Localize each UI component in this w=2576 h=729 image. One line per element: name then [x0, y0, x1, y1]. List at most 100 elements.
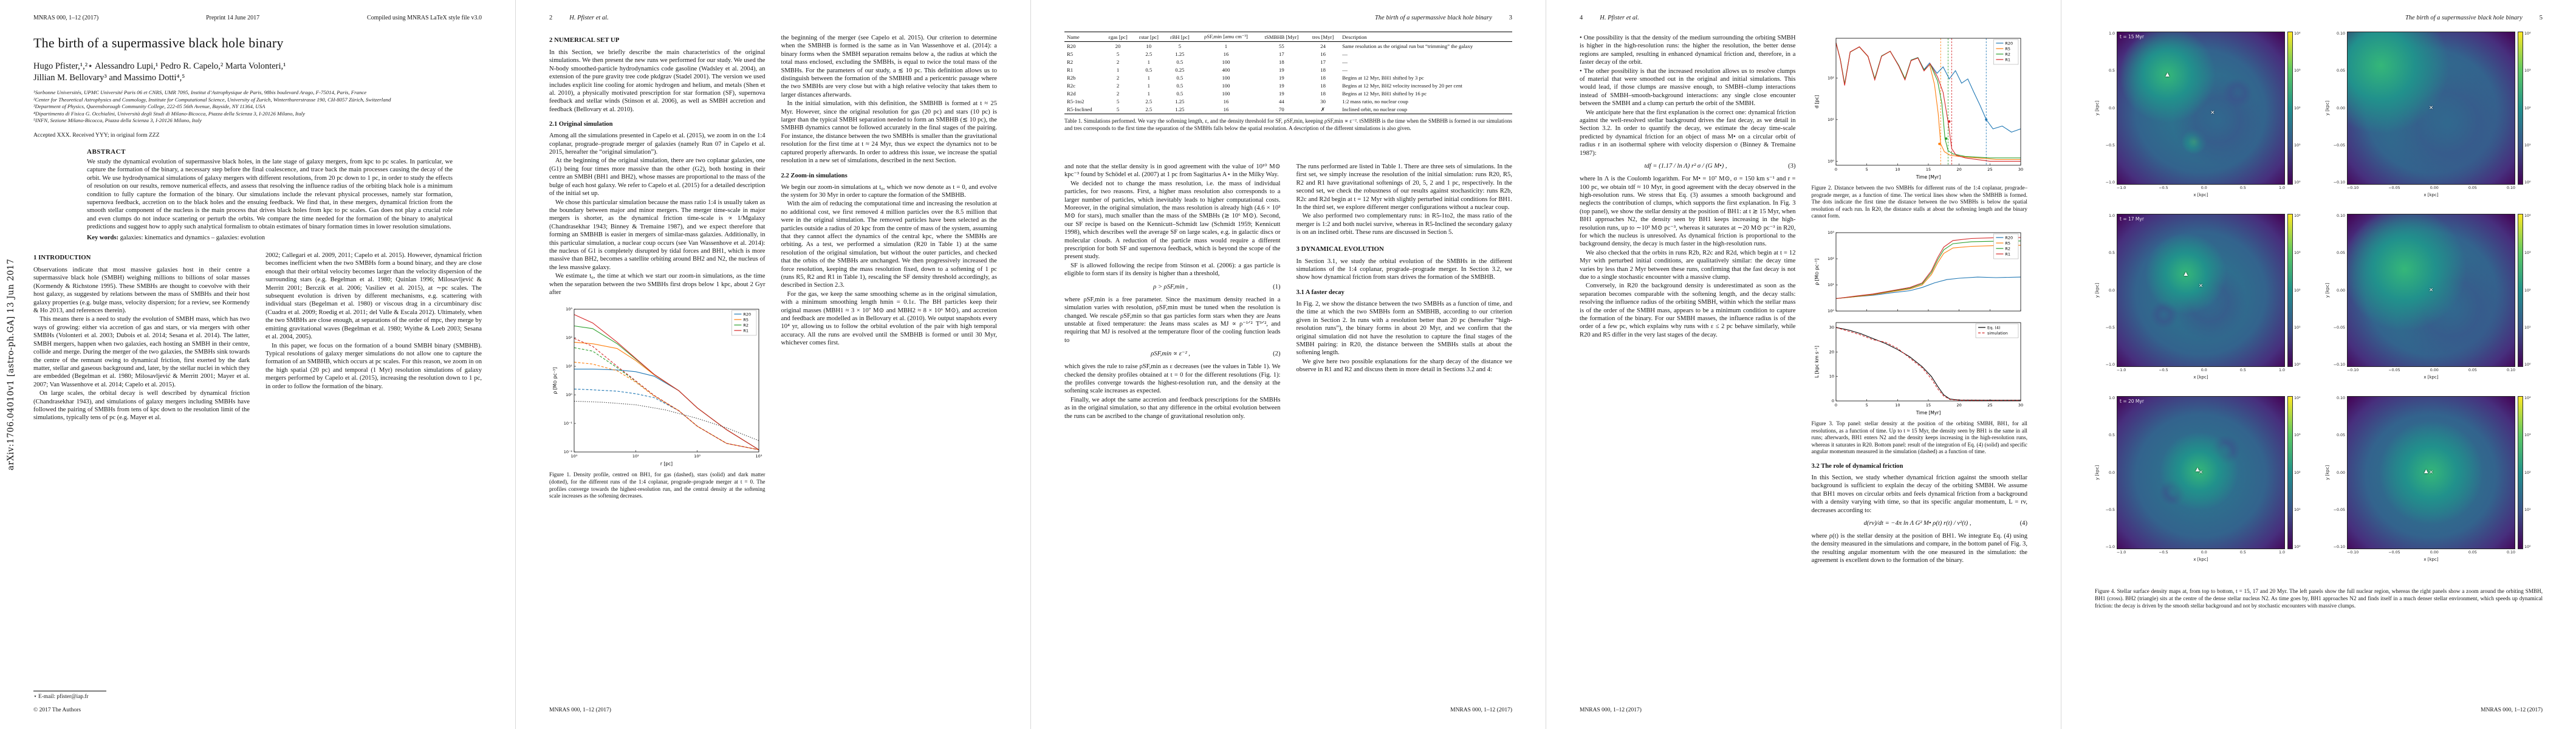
table-cell: 0.5 [1145, 66, 1153, 73]
table-1: Name εgas [pc] εstar [pc] εBH [pc] ρSF,min [… [1064, 32, 1512, 132]
paragraph: Observations indicate that most massive … [33, 267, 250, 315]
paragraph: We begin our zoom-in simulations at t₀, … [781, 183, 998, 199]
svg-text:10⁰: 10⁰ [566, 392, 572, 397]
series-R20 stars [574, 369, 759, 451]
table-header-cell: Name [1064, 32, 1103, 42]
table-cell: R20 [1067, 43, 1076, 49]
series-R2 stars [574, 326, 759, 451]
colorbar: 10⁴ 10³ 10² 10¹ 10⁰ [2515, 32, 2543, 185]
page-3: The birth of a supermassive black hole b… [1030, 0, 1546, 729]
svg-text:R20: R20 [2006, 235, 2013, 240]
svg-text:r [pc]: r [pc] [660, 461, 673, 467]
equation-number: (4) [2019, 519, 2027, 527]
svg-text:Eq. (4): Eq. (4) [1987, 325, 2001, 330]
svg-text:R20: R20 [743, 312, 751, 317]
series-R2 gas [574, 347, 759, 451]
page-number: 4 [1580, 15, 1583, 21]
table-header-cell: Description [1340, 32, 1512, 42]
section-2-1-heading: 2.1 Original simulation [549, 121, 613, 128]
x-axis-label: x [kpc] [2193, 557, 2208, 562]
figure-4-caption: Figure 4. Stellar surface density maps a… [2095, 588, 2543, 609]
column-right: the beginning of the merger (see Capelo … [781, 34, 998, 693]
svg-text:R1: R1 [743, 329, 748, 334]
page-3-columns: and note that the stellar density is in … [1064, 163, 1512, 693]
svg-text:Time [Myr]: Time [Myr] [1916, 410, 1941, 416]
x-axis-ticks: −0.10 −0.05 0.00 0.05 0.10 [2347, 368, 2515, 372]
table-cell: 5 [1116, 50, 1120, 57]
column-right: The runs performed are listed in Table 1… [1297, 163, 1513, 693]
figure-3-caption: Figure 3. Top panel: stellar density at … [1811, 420, 2028, 455]
first-page-header: MNRAS 000, 1–12 (2017) Preprint 14 June … [33, 15, 482, 21]
section-2-2-heading: 2.2 Zoom-in simulations [781, 172, 848, 179]
equation-number: (1) [1273, 283, 1281, 290]
svg-text:10⁻²: 10⁻² [563, 450, 572, 454]
y-axis-label: y [kpc] [2095, 100, 2100, 116]
figure-3-bottom-panel: 0 5 10 15 20 25 30 0 10 20 30 Time [Myr] L [kpc km s… [1814, 322, 2023, 416]
equation-2: ρSF,min ∝ ε⁻² , (2) [1068, 350, 1280, 357]
surface-density-panel: y [kpc] 0.10 0.05 0.00 −0.05 −0.10 ✕ 10⁴ 10³ 10² 1… [2325, 32, 2543, 214]
paragraph: In this Section, we briefly describe the… [549, 49, 766, 113]
table-cell: — [1342, 50, 1348, 57]
abstract-text: We study the dynamical evolution of supe… [87, 158, 453, 231]
x-axis-ticks: −1.0 −0.5 0.0 0.5 1.0 [2117, 368, 2285, 372]
affiliation: ⁵INFN, Sezione Milano-Bicocca, Piazza de… [33, 117, 202, 124]
figure-1-plot: 10⁰ 10¹ 10² 10³ 10⁻² 10⁻¹ 10⁰ 10¹ 10² 10³ r [pc] ρ … [552, 307, 762, 467]
running-head: 2 H. Pfister et al. [549, 15, 997, 21]
paragraph: SF is allowed following the recipe from … [1064, 262, 1281, 278]
x-axis-label: x [kpc] [2193, 193, 2208, 197]
page-4: 4 H. Pfister et al. • One possibility is… [1546, 0, 2061, 729]
resolution-dot [1945, 137, 1948, 140]
svg-text:10: 10 [1829, 374, 1834, 379]
svg-text:10²: 10² [694, 454, 701, 459]
table-cell: 100 [1222, 90, 1230, 97]
table-cell: R1 [1067, 66, 1074, 73]
bullet-item: • The other possibility is that the incr… [1580, 67, 1796, 108]
table-cell: 30 [1320, 98, 1326, 104]
simulations-table: Name εgas [pc] εstar [pc] εBH [pc] ρSF,min [… [1064, 32, 1512, 114]
equation-body: tdf = (1.17 / ln Λ) r² σ / (G M•) , [1644, 163, 1727, 170]
table-cell: 1 [1147, 58, 1150, 65]
map-row: y [kpc] 1.0 0.5 0.0 −0.5 −1.0 t = 20 Myr ▲ ✕ 10⁴ 1… [2095, 396, 2543, 578]
paragraph: Conversely, in R20 the background densit… [1580, 282, 1796, 338]
y-axis-ticks: 0.10 0.05 0.00 −0.05 −0.10 [2333, 214, 2345, 367]
table-cell: 20 [1115, 43, 1121, 49]
svg-text:10³: 10³ [1828, 230, 1834, 235]
table-cell: 44 [1279, 98, 1284, 104]
journal-footer: MNRAS 000, 1–12 (2017) [2481, 707, 2543, 713]
equation-1: ρ > ρSF,min , (1) [1068, 283, 1281, 290]
svg-text:R1: R1 [2006, 58, 2011, 63]
density-map: ✕ [2347, 32, 2515, 185]
y-axis-label: y [kpc] [2095, 282, 2100, 298]
page-1: arXiv:1706.04010v1 [astro-ph.GA] 13 Jun … [0, 0, 515, 729]
surface-density-panel: y [kpc] 1.0 0.5 0.0 −0.5 −1.0 t = 15 Myr ▲ ✕ 10⁴ 1… [2095, 32, 2313, 214]
svg-text:10⁰: 10⁰ [1828, 309, 1834, 313]
y-axis-label: y [kpc] [2325, 282, 2330, 298]
figure-3: 10⁰ 10¹ 10² 10³ ρ [M⊙ pc⁻³] R20 R5 R2 R1 0 5 10 15 2… [1812, 228, 2028, 456]
svg-text:10⁻¹: 10⁻¹ [563, 421, 572, 426]
colorbar: 10⁴ 10³ 10² 10¹ 10⁰ [2285, 214, 2313, 367]
table-row: R2b 2 1 0.5 100 19 18 Begins at 12 Myr, BH1 shi… [1064, 74, 1512, 81]
table-row: R5-Inclined 5 2.5 1.25 16 70 ✗ Inclined orbit, … [1064, 105, 1512, 114]
running-head: 4 H. Pfister et al. [1580, 15, 2027, 21]
series-R5 [1835, 43, 2021, 160]
colorbar: 10⁴ 10³ 10² 10¹ 10⁰ [2285, 32, 2313, 185]
paragraph: We chose this particular simulation beca… [549, 199, 766, 271]
table-header-cell: εgas [pc] [1102, 32, 1134, 42]
equation-body: d(rv)/dt = −4π ln Λ G² M• ρ(t) r(t) / v²… [1863, 519, 1971, 527]
svg-text:R5: R5 [2006, 47, 2011, 52]
table-cell: R5-1to2 [1067, 98, 1084, 104]
x-axis-ticks: −0.10 −0.05 0.00 0.05 0.10 [2347, 550, 2515, 555]
table-cell: 19 [1279, 90, 1284, 97]
table-cell: 1 [1116, 66, 1120, 73]
svg-text:R2: R2 [2006, 52, 2011, 57]
table-cell: 18 [1320, 82, 1326, 89]
series-R1 [1836, 237, 2021, 299]
svg-text:30: 30 [2018, 167, 2023, 172]
table-cell: Begins at 12 Myr, BH1 shifted by 3 pc [1342, 74, 1424, 81]
svg-text:30: 30 [2018, 403, 2023, 408]
svg-text:20: 20 [1829, 349, 1834, 354]
bh1-marker: ✕ [2198, 470, 2204, 476]
equation-number: (3) [1788, 163, 1796, 170]
table-cell: 2 [1116, 58, 1120, 65]
svg-text:20: 20 [1957, 403, 1962, 408]
